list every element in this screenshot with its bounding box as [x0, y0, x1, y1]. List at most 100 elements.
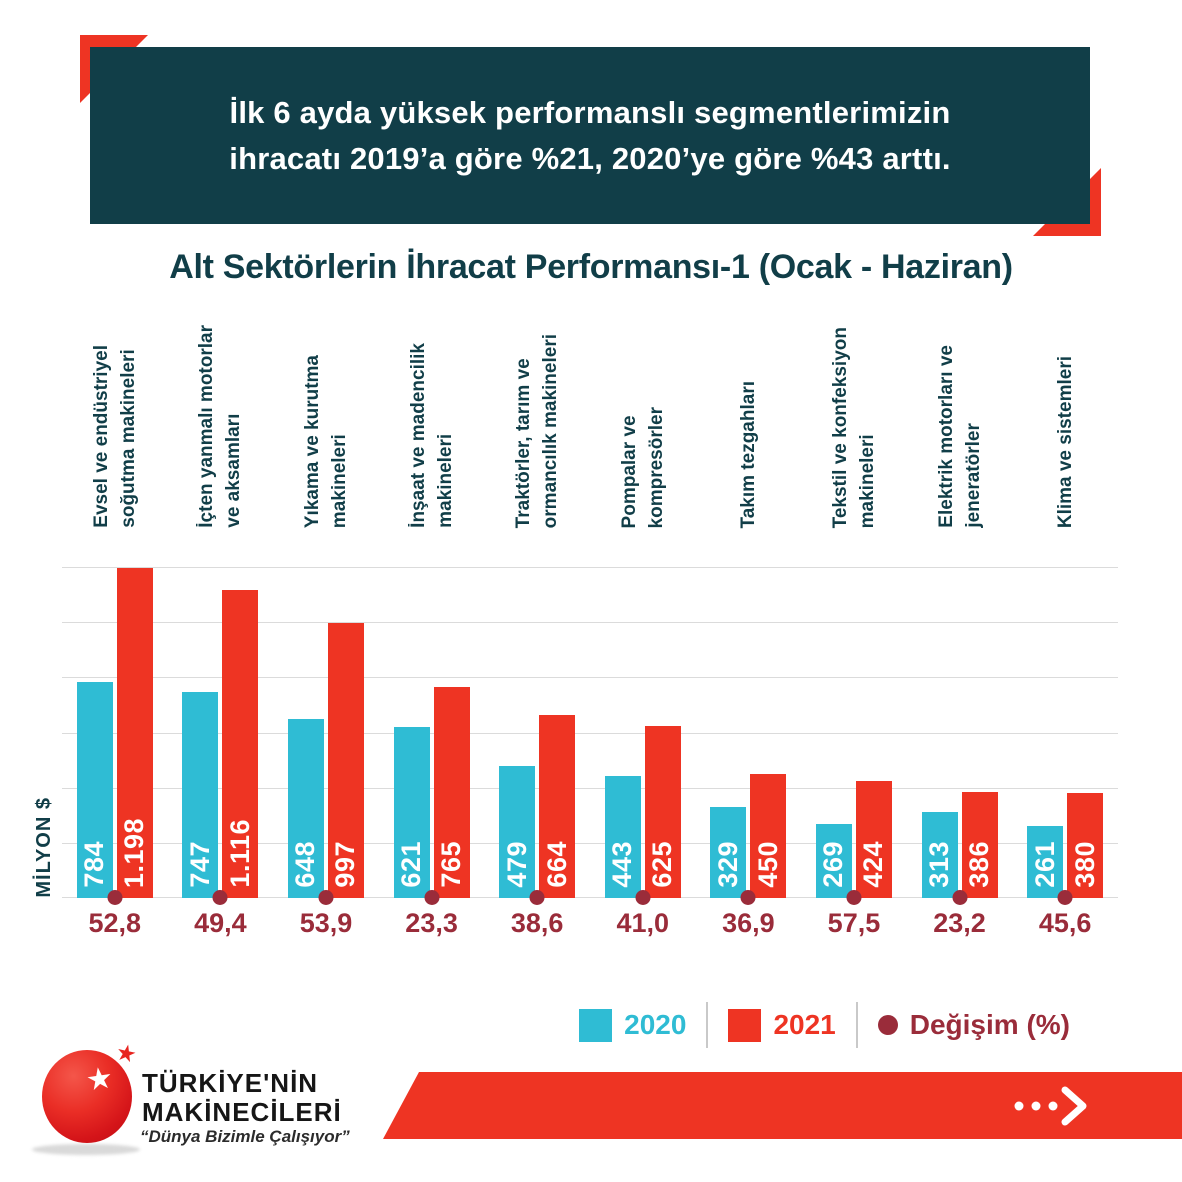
y-axis-label: MİLYON $	[32, 797, 55, 898]
bar-2021: 424	[855, 781, 892, 898]
bar-value-label: 997	[330, 841, 361, 888]
header-text: İlk 6 ayda yüksek performanslı segmentle…	[229, 94, 951, 176]
bar-2021: 380	[1067, 793, 1104, 898]
category-label: Traktörler, tarım ve ormancılık makinele…	[513, 333, 562, 528]
bar-value-label: 1.198	[119, 817, 150, 888]
bar-value-label: 784	[79, 841, 110, 888]
change-value: 49,4	[194, 908, 247, 938]
legend-change-dot-icon	[877, 1015, 898, 1035]
category-label: Klima ve sistemleri	[1054, 355, 1076, 528]
bar-value-label: 380	[1069, 841, 1100, 888]
bar-group: 269 424	[801, 567, 907, 905]
next-arrow-button[interactable]	[1013, 1086, 1095, 1126]
logo-sphere-icon	[42, 1050, 132, 1143]
bar-value-label: 443	[607, 841, 638, 888]
plot-area: 784 1.198 747 1.116 648 997 621 765 479 664 443 625…	[62, 567, 1118, 905]
category-cell: Elektrik motorları ve jeneratörler	[907, 316, 1013, 528]
bar-2021: 664	[539, 715, 576, 898]
bar-2020: 648	[287, 719, 324, 898]
footer-banner	[383, 1072, 1182, 1139]
bar-group: 479 664	[484, 567, 590, 905]
bar-2021: 765	[433, 687, 470, 898]
bar-value-label: 424	[858, 841, 889, 888]
change-dot-icon	[107, 890, 123, 905]
legend-swatch-2020	[579, 1008, 613, 1042]
bar-2020: 443	[604, 776, 641, 898]
gridline	[62, 843, 1118, 844]
logo-shadow	[32, 1144, 140, 1155]
legend-swatch-2021	[728, 1008, 762, 1042]
change-value: 52,8	[88, 908, 142, 938]
change-value: 57,5	[827, 908, 881, 938]
change-dot-icon	[212, 890, 228, 905]
legend-divider	[855, 1002, 858, 1048]
legend-label-change: Değişim (%)	[909, 1009, 1070, 1040]
change-value: 23,3	[405, 908, 458, 938]
bar-2020: 479	[499, 766, 536, 898]
change-dot-icon	[952, 890, 968, 905]
logo-star-red-icon: ★	[113, 1038, 140, 1068]
change-value: 45,6	[1038, 908, 1092, 938]
bar-group: 784 1.198	[62, 567, 168, 905]
bar-value-label: 1.116	[224, 819, 255, 888]
bar-groups: 784 1.198 747 1.116 648 997 621 765 479 664 443 625…	[62, 567, 1118, 905]
change-value: 41,0	[616, 908, 670, 938]
bar-value-label: 261	[1029, 841, 1060, 888]
y-axis-label-wrap: MİLYON $	[26, 567, 62, 898]
category-label: İnşaat ve madencilik makineleri	[407, 343, 456, 528]
category-cell: Takım tezgahları	[696, 316, 802, 528]
category-label: Evsel ve endüstriyel soğutma makineleri	[90, 345, 139, 528]
category-label: İçten yanmalı motorlar ve aksamları	[196, 325, 245, 528]
category-label: Takım tezgahları	[737, 380, 759, 528]
bar-2021: 997	[327, 623, 364, 898]
category-label: Pompalar ve kompresörler	[618, 406, 667, 528]
change-dot-icon	[1057, 890, 1073, 905]
category-cell: Tekstil ve konfeksiyon makineleri	[801, 316, 907, 528]
bar-2020: 313	[921, 812, 958, 898]
gridline	[62, 897, 1118, 898]
gridline	[62, 567, 1118, 568]
category-cell: Pompalar ve kompresörler	[590, 316, 696, 528]
bar-value-label: 625	[647, 841, 678, 888]
legend: 2020 2021 Değişim (%)	[579, 1002, 1070, 1048]
bar-group: 329 450	[696, 567, 802, 905]
category-label: Tekstil ve konfeksiyon makineleri	[829, 326, 878, 528]
bar-value-label: 765	[436, 841, 467, 888]
chart-title: Alt Sektörlerin İhracat Performansı-1 (O…	[169, 248, 1013, 286]
bar-value-label: 450	[752, 841, 783, 888]
bar-value-label: 747	[184, 841, 215, 888]
bar-group: 648 997	[273, 567, 379, 905]
category-label: Elektrik motorları ve jeneratörler	[935, 345, 984, 528]
bar-2020: 784	[76, 682, 113, 898]
category-labels-row: Evsel ve endüstriyel soğutma makineleri İ…	[62, 316, 1118, 528]
brand-name-line2: MAKİNECİLERİ	[142, 1097, 342, 1127]
bar-group: 621 765	[379, 567, 485, 905]
bar-2020: 261	[1027, 826, 1064, 898]
bar-2020: 621	[393, 727, 430, 898]
change-percent-row: 52,8 49,4 53,9 23,3 38,6 41,0 36,9 57,5 23,2 45,6	[62, 908, 1118, 939]
header-banner: İlk 6 ayda yüksek performanslı segmentle…	[90, 47, 1090, 224]
brand-slogan: “Dünya Bizimle Çalışıyor”	[140, 1127, 350, 1146]
change-value: 23,2	[933, 908, 986, 938]
legend-divider	[706, 1002, 709, 1048]
bar-2021: 386	[961, 792, 998, 898]
change-dot-icon	[424, 890, 440, 905]
bar-2020: 747	[182, 692, 219, 898]
change-dot-icon	[529, 890, 545, 905]
gridline	[62, 788, 1118, 789]
category-cell: Evsel ve endüstriyel soğutma makineleri	[62, 316, 168, 528]
category-cell: Klima ve sistemleri	[1012, 316, 1118, 528]
bar-2020: 269	[815, 824, 852, 898]
bar-value-label: 648	[290, 841, 321, 888]
bar-value-label: 664	[541, 841, 572, 888]
change-value: 36,9	[722, 908, 775, 938]
category-cell: İnşaat ve madencilik makineleri	[379, 316, 485, 528]
bar-2021: 1.116	[222, 590, 259, 898]
logo-star-white-icon: ★	[83, 1061, 116, 1098]
bar-value-label: 479	[501, 841, 532, 888]
category-cell: İçten yanmalı motorlar ve aksamları	[168, 316, 274, 528]
gridline	[62, 733, 1118, 734]
category-cell: Traktörler, tarım ve ormancılık makinele…	[484, 316, 590, 528]
gridline	[62, 622, 1118, 623]
bar-value-label: 621	[396, 841, 427, 888]
